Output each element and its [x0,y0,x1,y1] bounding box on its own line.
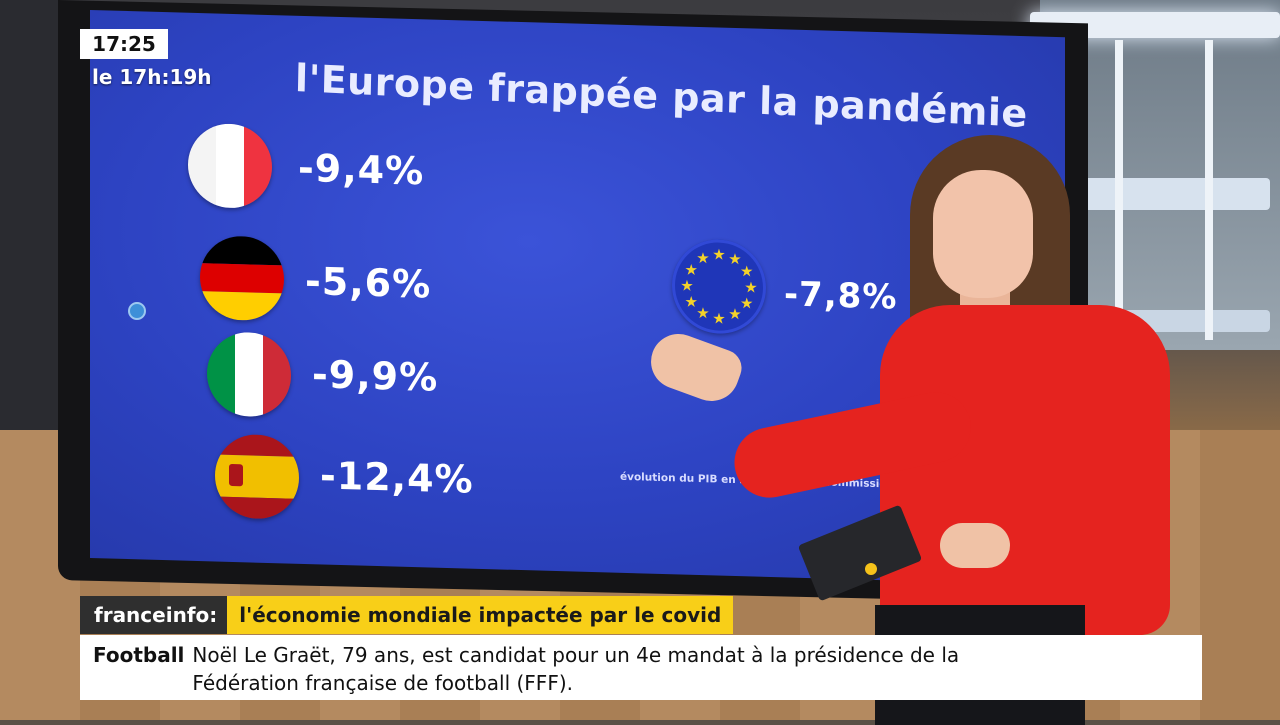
screen-menu-button[interactable] [128,302,146,320]
germany-value: -5,6% [305,259,432,307]
channel-brand: franceinfo: [80,596,228,634]
news-text-line: Noël Le Graët, 79 ans, est candidat pour… [192,643,960,667]
spain-flag-icon [215,433,299,520]
studio-left-wall [0,0,60,430]
headline-bar: franceinfo: l'économie mondiale impactée… [80,596,734,634]
clock: 17:25 [80,29,168,59]
news-category: Football [93,643,185,667]
news-text-line: Fédération française de football (FFF). [192,671,573,695]
presenter-face [933,170,1033,298]
news-text: Noël Le Graët, 79 ans, est candidat pour… [192,635,959,700]
presenter-right-hand [940,523,1010,568]
program-name: le 17h:19h [92,65,212,89]
germany-flag-icon [200,235,284,322]
presenter-hand [643,326,747,409]
presenter [640,135,1200,725]
spain-value: -12,4% [320,453,474,502]
france-flag-icon [188,122,272,210]
presenter-red-sweater [880,305,1170,635]
italy-value: -9,9% [312,352,439,400]
france-value: -9,4% [298,145,425,194]
studio-window-pillar [1205,40,1213,340]
italy-flag-icon [207,331,291,418]
studio-window-pillar [1115,40,1123,340]
headline-text: l'économie mondiale impactée par le covi… [227,596,734,634]
screen-title: l'Europe frappée par la pandémie [294,56,1029,136]
folder-logo-dot [865,563,877,575]
spain-coat-of-arms-icon [229,463,243,487]
news-ticker: Football Noël Le Graët, 79 ans, est cand… [80,635,1202,700]
studio-light-bar [1070,178,1270,210]
